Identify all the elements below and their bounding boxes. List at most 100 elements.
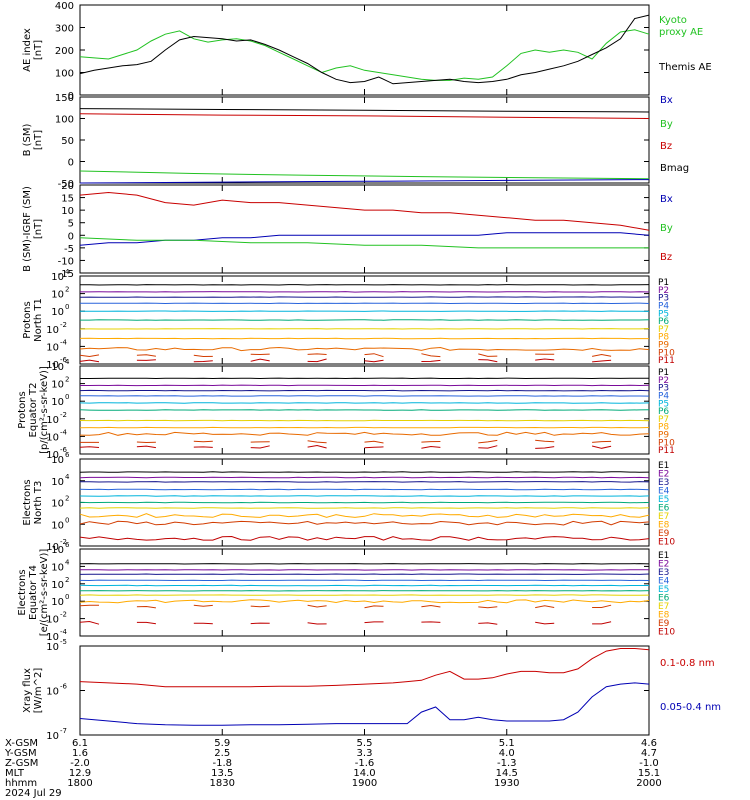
y-tick-exponent: -2 [60,611,67,619]
series-line-E3 [79,481,650,483]
series-line-P5 [79,402,650,404]
y-tick-exponent: -4 [60,428,68,436]
legend-e6: E6 [658,594,670,604]
y-axis-label: Protons [22,301,33,338]
footer-value: 4.6 [641,738,657,749]
series-line-P11 [193,446,213,448]
series-line-P11 [136,359,156,361]
series-line-P10 [79,354,100,358]
y-tick-label: 10 [51,455,64,466]
legend-p7: P7 [658,415,669,425]
footer-value: 1930 [494,778,519,789]
y-axis-label: B (SM) [22,123,33,156]
series-line-E10 [193,622,213,625]
legend-e7: E7 [658,512,669,522]
legend-p5: P5 [658,309,669,319]
legend-bx: Bx [660,194,673,205]
y-tick-label: 100 [55,115,74,126]
series-line-P3 [79,389,650,392]
series-line-P11 [591,445,612,449]
legend-p11: P11 [658,356,675,366]
legend-kyoto: Kyoto [659,15,687,26]
y-tick-label: 10 [51,477,64,488]
series-line-bx [79,179,650,184]
legend-kyoto-2: proxy AE [659,27,703,38]
series-line-E8 [79,513,650,518]
y-tick-exponent: 0 [65,516,69,524]
legend-xray-0: 0.1-0.8 nm [660,658,715,669]
y-axis-label: [p/(cm²-s-sr-keV)] [39,366,50,454]
y-tick-exponent: 2 [65,376,69,384]
footer-value: 1800 [67,778,92,789]
series-line-P10 [592,353,612,357]
y-tick-label: -15 [58,269,74,280]
series-line-E9 [535,605,555,609]
series-line-P10 [421,353,441,358]
y-tick-label: -10 [58,256,74,267]
series-line-E10 [364,621,384,624]
y-tick-label: 0 [68,158,74,169]
legend-e5: E5 [658,585,669,595]
footer-value: 3.3 [357,748,373,759]
series-line-P11 [478,445,498,449]
series-line-E10 [79,620,100,625]
series-line-bz [79,191,650,231]
legend-themis: Themis AE [658,62,712,73]
series-line-P10 [136,354,156,357]
y-tick-exponent: -5 [60,638,67,646]
y-tick-exponent: 4 [65,268,70,276]
y-tick-label: 10 [46,632,59,643]
series-line-E9 [421,604,441,608]
y-tick-label: 300 [55,24,74,35]
series-line-P11 [535,446,555,449]
legend-p5: P5 [658,399,669,409]
series-line-P10 [307,440,327,444]
y-tick-label: 50 [61,136,74,147]
footer-value: 13.5 [211,768,233,779]
y-tick-label: 10 [51,562,64,573]
series-line-P11 [79,359,100,363]
y-tick-exponent: -2 [60,321,67,329]
legend-e7: E7 [658,602,669,612]
y-axis-label: [e/(cm²-s-sr-keV)] [39,549,50,637]
legend-p4: P4 [658,391,669,401]
series-line-P11 [421,445,441,449]
y-tick-label: 10 [51,307,64,318]
legend-e1: E1 [658,551,669,561]
legend-bz: Bz [660,141,672,152]
series-line-E9 [79,520,650,526]
legend-e4: E4 [658,487,670,497]
series-line-P10 [535,439,555,443]
legend-by: By [660,119,673,130]
series-line-E4 [79,488,650,491]
series-line-P11 [250,445,270,449]
footer-value: 1900 [352,778,377,789]
series-line-by [79,170,650,180]
series-line-E10 [478,622,498,625]
footer-row-label: hhmm [5,778,37,789]
y-tick-label: 10 [46,687,59,698]
legend-p3: P3 [658,294,669,304]
footer-value: 2000 [636,778,661,789]
series-line-P2 [80,384,650,387]
legend-p4: P4 [658,301,669,311]
series-line-P11 [136,445,156,449]
y-tick-label: 10 [61,206,74,217]
footer-value: 2.5 [214,748,230,759]
y-tick-label: 150 [55,93,74,104]
y-tick-label: 400 [55,1,74,12]
series-line-E10 [307,622,327,625]
panel-frame-xray [79,645,650,736]
y-tick-exponent: 2 [65,495,69,503]
series-line-E10 [250,622,270,625]
y-tick-label: 10 [46,415,59,426]
y-tick-exponent: 2 [65,286,69,294]
y-tick-exponent: -7 [60,727,67,735]
series-line-E5 [79,495,650,497]
series-line-P11 [250,358,270,362]
footer-value: 15.1 [638,768,660,779]
y-tick-label: 10 [51,499,64,510]
legend-p3: P3 [658,384,669,394]
panel-frame-bigrf [79,184,650,274]
